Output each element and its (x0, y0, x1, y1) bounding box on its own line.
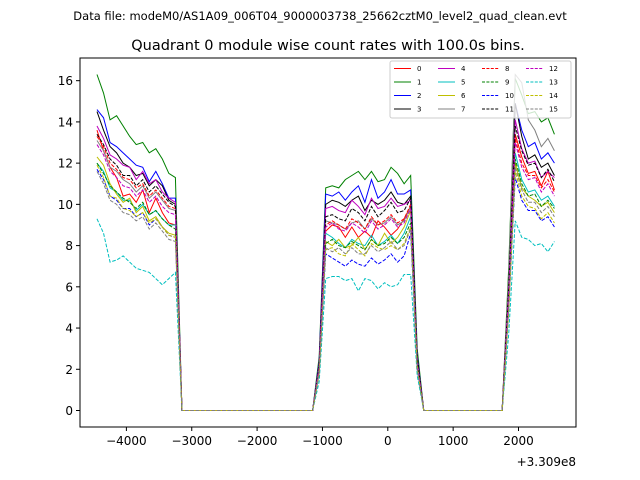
plot-frame (79, 57, 577, 428)
y-tick-label: 6 (65, 280, 73, 294)
y-tick-label: 16 (58, 74, 73, 88)
y-tick-label: 4 (65, 322, 73, 336)
legend-label-12: 12 (549, 65, 558, 73)
series-layer (96, 73, 555, 412)
legend-label-1: 1 (417, 79, 421, 87)
y-tick-label: 2 (65, 363, 73, 377)
legend-label-14: 14 (549, 92, 558, 100)
chart-title: Quadrant 0 module wise count rates with … (131, 38, 525, 54)
x-tick-label: 0 (384, 434, 392, 448)
series-line-13 (96, 218, 555, 412)
x-tick-label: −3000 (171, 434, 212, 448)
x-tick-label: −4000 (106, 434, 147, 448)
legend-label-9: 9 (505, 79, 509, 87)
legend-label-10: 10 (505, 92, 514, 100)
legend-label-0: 0 (417, 65, 421, 73)
suptitle: Data file: modeM0/AS1A09_006T04_90000037… (73, 9, 567, 23)
x-axis: −4000 −3000 −2000 −1000 0 1000 2000 (106, 427, 534, 448)
series-line-8 (96, 136, 555, 412)
y-tick-label: 12 (58, 157, 73, 171)
series-line-4 (96, 119, 555, 412)
legend-label-5: 5 (461, 79, 465, 87)
x-tick-label: −2000 (237, 434, 278, 448)
legend-label-11: 11 (505, 106, 514, 114)
x-tick-label: 1000 (438, 434, 469, 448)
legend-label-6: 6 (461, 92, 466, 100)
legend-label-7: 7 (461, 106, 465, 114)
legend-label-4: 4 (461, 65, 466, 73)
series-line-12 (96, 142, 555, 412)
y-axis: 0 2 4 6 8 10 12 14 16 (58, 74, 80, 418)
legend-label-13: 13 (549, 79, 558, 87)
series-line-15 (96, 167, 555, 412)
legend-label-3: 3 (417, 106, 421, 114)
y-tick-label: 14 (58, 115, 73, 129)
legend-label-15: 15 (549, 106, 558, 114)
legend-label-2: 2 (417, 92, 421, 100)
x-tick-label: 2000 (503, 434, 534, 448)
legend-box (389, 60, 572, 119)
y-tick-label: 0 (65, 404, 73, 418)
series-line-0 (96, 129, 555, 412)
x-tick-label: −1000 (302, 434, 343, 448)
y-tick-label: 8 (65, 239, 73, 253)
legend-label-8: 8 (505, 65, 509, 73)
y-tick-label: 10 (58, 198, 73, 212)
x-offset-label: +3.309e8 (517, 455, 576, 469)
series-line-11 (96, 125, 555, 412)
